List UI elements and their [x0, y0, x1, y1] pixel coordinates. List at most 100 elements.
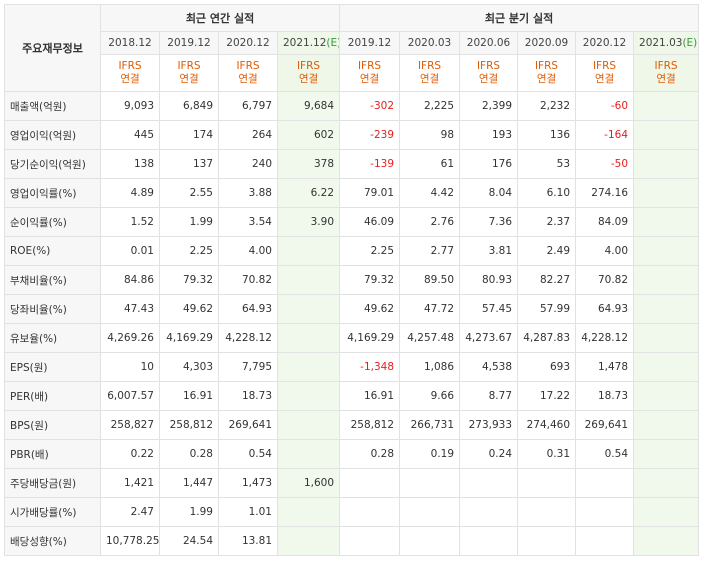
- quarter-value-cell: 98: [399, 120, 461, 150]
- quarter-value-cell: 2,225: [399, 91, 461, 121]
- row-label: 시가배당률(%): [4, 497, 101, 527]
- annual-value-cell: 6.22: [276, 178, 341, 208]
- quarter-value-cell: [633, 439, 700, 469]
- quarter-value-cell: 0.54: [575, 439, 635, 469]
- annual-value-cell: 445: [100, 120, 160, 150]
- quarter-value-cell: 4,287.83: [517, 323, 577, 353]
- estimate-mark: (E): [682, 37, 698, 49]
- quarter-value-cell: 7.36: [459, 207, 519, 237]
- annual-value-cell: 18.73: [218, 381, 278, 411]
- consolidated-label: 연결: [298, 73, 319, 85]
- annual-value-cell: 79.32: [159, 265, 219, 295]
- annual-value-cell: 264: [218, 120, 278, 150]
- quarter-value-cell: 80.93: [459, 265, 519, 295]
- quarter-value-cell: -139: [339, 149, 401, 179]
- ifrs-basis-header: IFRS 연결: [459, 54, 519, 92]
- quarter-value-cell: 176: [459, 149, 519, 179]
- row-label: 당좌비율(%): [4, 294, 101, 324]
- quarter-value-cell: 274.16: [575, 178, 635, 208]
- ifrs-basis-header: IFRS 연결: [399, 54, 461, 92]
- quarter-value-cell: 4,273.67: [459, 323, 519, 353]
- annual-value-cell: 70.82: [218, 265, 278, 295]
- quarter-value-cell: [633, 120, 700, 150]
- quarter-value-cell: 4.00: [575, 236, 635, 266]
- quarter-value-cell: 693: [517, 352, 577, 382]
- annual-value-cell: 1,600: [276, 468, 341, 498]
- annual-value-cell: 6,007.57: [100, 381, 160, 411]
- financial-summary-table: 주요재무정보 최근 연간 실적 최근 분기 실적 2018.12 2019.12 2…: [4, 4, 700, 556]
- ifrs-label: IFRS: [357, 60, 382, 72]
- ifrs-basis-header: IFRS 연결: [218, 54, 278, 92]
- annual-value-cell: 9,093: [100, 91, 160, 121]
- quarter-value-cell: [633, 149, 700, 179]
- quarter-value-cell: 70.82: [575, 265, 635, 295]
- quarter-period-header: 2019.12: [339, 31, 401, 55]
- annual-value-cell: 1.52: [100, 207, 160, 237]
- quarter-value-cell: [517, 497, 577, 527]
- quarter-value-cell: -302: [339, 91, 401, 121]
- period-label: 2021.12: [283, 37, 327, 49]
- quarter-value-cell: -60: [575, 91, 635, 121]
- ifrs-label: IFRS: [654, 60, 678, 72]
- quarter-value-cell: 0.24: [459, 439, 519, 469]
- annual-value-cell: 0.22: [100, 439, 160, 469]
- period-label: 2020.12: [226, 37, 270, 49]
- annual-value-cell: 174: [159, 120, 219, 150]
- quarter-value-cell: 273,933: [459, 410, 519, 440]
- quarter-value-cell: 82.27: [517, 265, 577, 295]
- ifrs-basis-header: IFRS 연결: [517, 54, 577, 92]
- row-label: EPS(원): [4, 352, 101, 382]
- quarter-period-header: 2020.06: [459, 31, 519, 55]
- annual-value-cell: 13.81: [218, 526, 278, 556]
- quarter-value-cell: 6.10: [517, 178, 577, 208]
- annual-value-cell: 602: [276, 120, 341, 150]
- annual-value-cell: 4,169.29: [159, 323, 219, 353]
- consolidated-label: 연결: [594, 73, 615, 85]
- quarter-value-cell: [517, 526, 577, 556]
- period-label: 2021.03: [639, 37, 683, 49]
- quarter-value-cell: 17.22: [517, 381, 577, 411]
- quarter-value-cell: [633, 526, 700, 556]
- annual-value-cell: 1.99: [159, 207, 219, 237]
- quarter-value-cell: 258,812: [339, 410, 401, 440]
- quarter-value-cell: 79.01: [339, 178, 401, 208]
- annual-value-cell: 0.28: [159, 439, 219, 469]
- quarter-value-cell: [633, 410, 700, 440]
- quarter-value-cell: 0.31: [517, 439, 577, 469]
- annual-value-cell: 258,812: [159, 410, 219, 440]
- annual-value-cell: [276, 294, 341, 324]
- annual-value-cell: 258,827: [100, 410, 160, 440]
- period-label: 2019.12: [347, 37, 392, 49]
- quarter-value-cell: [459, 497, 519, 527]
- table-row: ROE(%) 0.01 2.25 4.00 2.25 2.77 3.81 2.49 4.00: [4, 236, 700, 266]
- annual-value-cell: 47.43: [100, 294, 160, 324]
- annual-value-cell: 64.93: [218, 294, 278, 324]
- quarter-value-cell: [575, 497, 635, 527]
- consolidated-label: 연결: [536, 73, 557, 85]
- annual-value-cell: 269,641: [218, 410, 278, 440]
- annual-value-cell: [276, 410, 341, 440]
- quarter-value-cell: 266,731: [399, 410, 461, 440]
- row-label: 주당배당금(원): [4, 468, 101, 498]
- quarter-value-cell: [339, 468, 401, 498]
- quarter-value-cell: [633, 352, 700, 382]
- quarter-value-cell: 61: [399, 149, 461, 179]
- quarter-value-cell: -1,348: [339, 352, 401, 382]
- ifrs-label: IFRS: [177, 60, 201, 72]
- quarter-value-cell: [633, 207, 700, 237]
- ifrs-basis-header: IFRS 연결: [276, 54, 341, 92]
- quarter-value-cell: [633, 294, 700, 324]
- annual-value-cell: 10,778.25: [100, 526, 160, 556]
- consolidated-label: 연결: [419, 73, 440, 85]
- annual-value-cell: [276, 236, 341, 266]
- annual-value-cell: 84.86: [100, 265, 160, 295]
- ifrs-label: IFRS: [476, 60, 501, 72]
- quarter-value-cell: [575, 526, 635, 556]
- ifrs-basis-header: IFRS 연결: [100, 54, 160, 92]
- quarter-value-cell: 4,228.12: [575, 323, 635, 353]
- table-row: 부채비율(%) 84.86 79.32 70.82 79.32 89.50 80.93 82.…: [4, 265, 700, 295]
- annual-value-cell: [276, 323, 341, 353]
- annual-value-cell: [276, 265, 341, 295]
- annual-value-cell: [276, 381, 341, 411]
- quarter-value-cell: [633, 381, 700, 411]
